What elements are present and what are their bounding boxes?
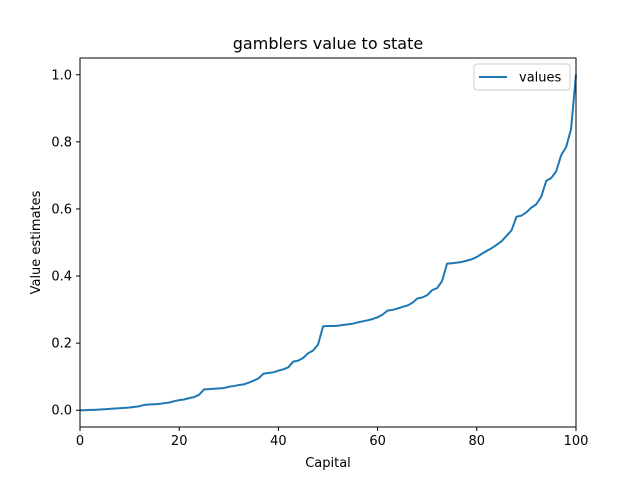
y-tick-label: 0.4 <box>51 270 72 285</box>
chart-title: gamblers value to state <box>233 34 423 53</box>
legend-box <box>473 63 571 91</box>
x-tick-label: 20 <box>171 434 188 449</box>
legend-label-values: values <box>519 71 562 86</box>
x-tick-label: 0 <box>76 434 84 449</box>
x-tick-label: 60 <box>369 434 386 449</box>
x-tick-label: 100 <box>564 434 589 449</box>
y-tick-label: 0.0 <box>51 404 72 419</box>
axes-frame <box>79 57 577 428</box>
series-line-values <box>80 74 577 412</box>
x-tick-label: 40 <box>270 434 287 449</box>
y-tick-label: 1.0 <box>51 68 72 83</box>
y-tick-label: 0.6 <box>51 202 72 217</box>
x-axis: 0 20 40 60 80 100 <box>76 427 589 449</box>
x-tick-label: 80 <box>469 434 486 449</box>
x-axis-label: Capital <box>305 456 351 471</box>
legend: values <box>473 63 571 91</box>
y-axis-label: Value estimates <box>29 190 44 294</box>
y-tick-label: 0.8 <box>51 135 72 150</box>
series-layer <box>80 74 577 412</box>
y-axis: 0.0 0.2 0.4 0.6 0.8 1.0 <box>51 68 80 419</box>
y-tick-label: 0.2 <box>51 337 72 352</box>
